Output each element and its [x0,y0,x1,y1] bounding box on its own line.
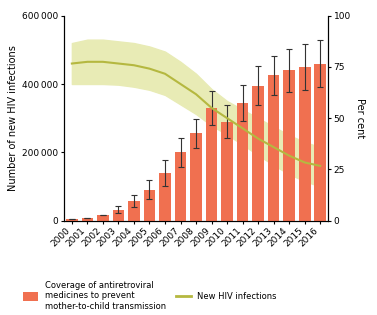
Bar [299,67,311,220]
Bar [144,190,155,220]
Bar [190,134,202,220]
Bar [284,70,295,220]
Bar [206,108,218,220]
Bar [252,86,264,220]
Bar [113,209,124,220]
Bar [314,64,326,220]
Bar [268,76,279,220]
Bar [237,103,248,220]
Bar [97,215,109,220]
Bar [175,152,186,220]
Bar [128,201,140,220]
Bar [221,122,233,220]
Y-axis label: Number of new HIV infections: Number of new HIV infections [8,45,18,191]
Bar [81,218,93,220]
Bar [66,219,78,220]
Y-axis label: Per cent: Per cent [355,98,365,138]
Bar [159,173,171,220]
Legend: Coverage of antiretroviral
medicines to prevent
mother-to-child transmission, Ne: Coverage of antiretroviral medicines to … [23,281,277,311]
